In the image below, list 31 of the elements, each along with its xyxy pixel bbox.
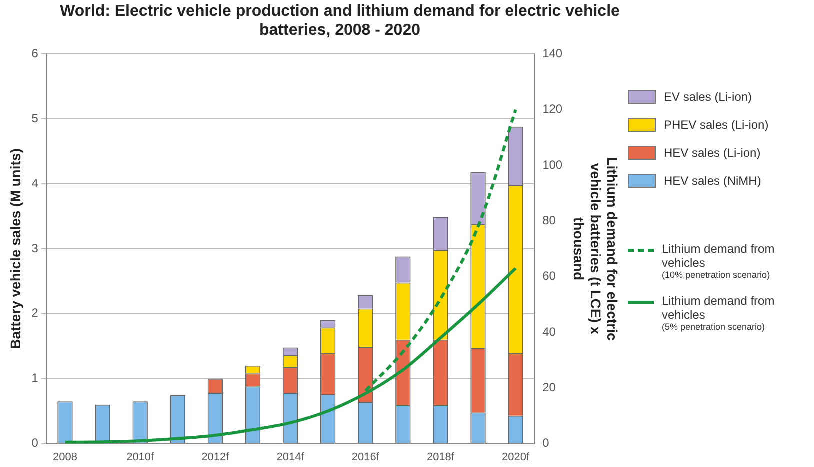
y-tick-label: 5 (32, 111, 39, 126)
x-tick-label: 2020f (502, 451, 531, 464)
y-tick-label: 4 (32, 176, 39, 190)
y2-tick-label: 80 (542, 213, 556, 228)
x-tick-label: 2014f (276, 451, 306, 464)
chart-title: World: Electric vehicle production and lithium demand for electric vehicle batteries, 2008 - 2020 (59, 2, 621, 40)
legend-label: PHEV sales (Li-ion) (664, 118, 769, 132)
y2-tick-label: 60 (542, 269, 556, 284)
y2-tick-label: 40 (542, 324, 556, 339)
x-tick-label: 2008 (53, 451, 78, 464)
y2-tick-label: 140 (542, 46, 563, 61)
x-tick-label: 2010f (126, 451, 156, 464)
y-tick-label: 2 (32, 306, 39, 320)
y2-tick-label: 0 (542, 436, 550, 450)
x-tick-label: 2018f (426, 451, 456, 464)
legend-label: EV sales (Li-ion) (664, 90, 752, 104)
x-tick-label: 2016f (352, 451, 380, 464)
y-tick-label: 6 (32, 46, 39, 61)
y-tick-label: 0 (32, 436, 39, 450)
y2-tick-label: 20 (542, 380, 556, 394)
legend-label: HEV sales (NiMH) (664, 174, 762, 188)
legend-label: Lithium demand from vehicles (5% penetration scenario) (662, 294, 776, 332)
legend-label: Lithium demand from vehicles (10% penetration scenario) (662, 242, 776, 280)
y2-axis-title: Lithium demand for electric vehicle batteries (t LCE) x thousand (571, 157, 621, 342)
y-tick-label: 1 (32, 371, 39, 386)
y2-tick-label: 120 (542, 102, 563, 116)
x-tick-label: 2012f (202, 451, 230, 464)
y2-tick-label: 100 (542, 158, 563, 172)
y-axis-title: Battery vehicle sales (M units) (7, 148, 24, 350)
legend-label: HEV sales (Li-ion) (664, 146, 761, 160)
y-tick-label: 3 (32, 241, 39, 256)
